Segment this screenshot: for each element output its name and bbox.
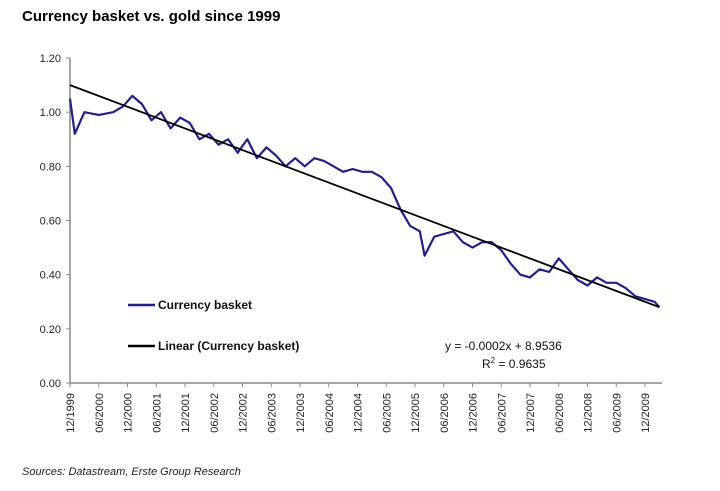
x-tick-label: 06/2006	[439, 393, 451, 433]
x-tick-label: 12/2005	[410, 393, 422, 433]
legend-label: Currency basket	[158, 298, 252, 312]
x-tick-label: 12/2000	[123, 393, 135, 433]
x-tick-label: 06/2008	[554, 393, 566, 433]
x-tick-label: 06/2000	[94, 393, 106, 433]
source-note: Sources: Datastream, Erste Group Researc…	[22, 466, 241, 478]
x-tick-label: 12/2002	[238, 393, 250, 433]
y-tick-label: 1.20	[40, 53, 61, 65]
chart-title: Currency basket vs. gold since 1999	[22, 8, 281, 25]
y-tick-label: 0.00	[40, 378, 61, 390]
y-tick-label: 1.00	[40, 107, 61, 119]
legend-label: Linear (Currency basket)	[158, 339, 299, 353]
trendline	[69, 84, 660, 309]
y-tick-label: 0.60	[40, 216, 61, 228]
x-tick-label: 06/2003	[266, 393, 278, 433]
x-tick-label: 06/2005	[381, 393, 393, 433]
x-tick-label: 12/2007	[525, 393, 537, 433]
r-squared: R2 = 0.9635	[482, 356, 546, 371]
series-currency-basket	[68, 94, 661, 308]
x-tick-label: 06/2004	[324, 393, 336, 433]
x-tick-label: 12/2006	[468, 393, 480, 433]
x-tick-label: 06/2007	[496, 393, 508, 433]
x-tick-label: 06/2001	[151, 393, 163, 433]
y-tick-label: 0.80	[40, 161, 61, 173]
x-tick-label: 12/2003	[295, 393, 307, 433]
y-tick-label: 0.20	[40, 324, 61, 336]
x-tick-label: 12/2009	[640, 393, 652, 433]
x-tick-label: 12/2004	[353, 393, 365, 433]
y-tick-label: 0.40	[40, 270, 61, 282]
x-tick-label: 12/1999	[65, 393, 77, 433]
x-tick-label: 06/2009	[611, 393, 623, 433]
x-tick-label: 12/2001	[180, 393, 192, 433]
x-tick-label: 12/2008	[583, 393, 595, 433]
x-tick-label: 06/2002	[209, 393, 221, 433]
trend-equation: y = -0.0002x + 8.9536	[445, 339, 562, 353]
